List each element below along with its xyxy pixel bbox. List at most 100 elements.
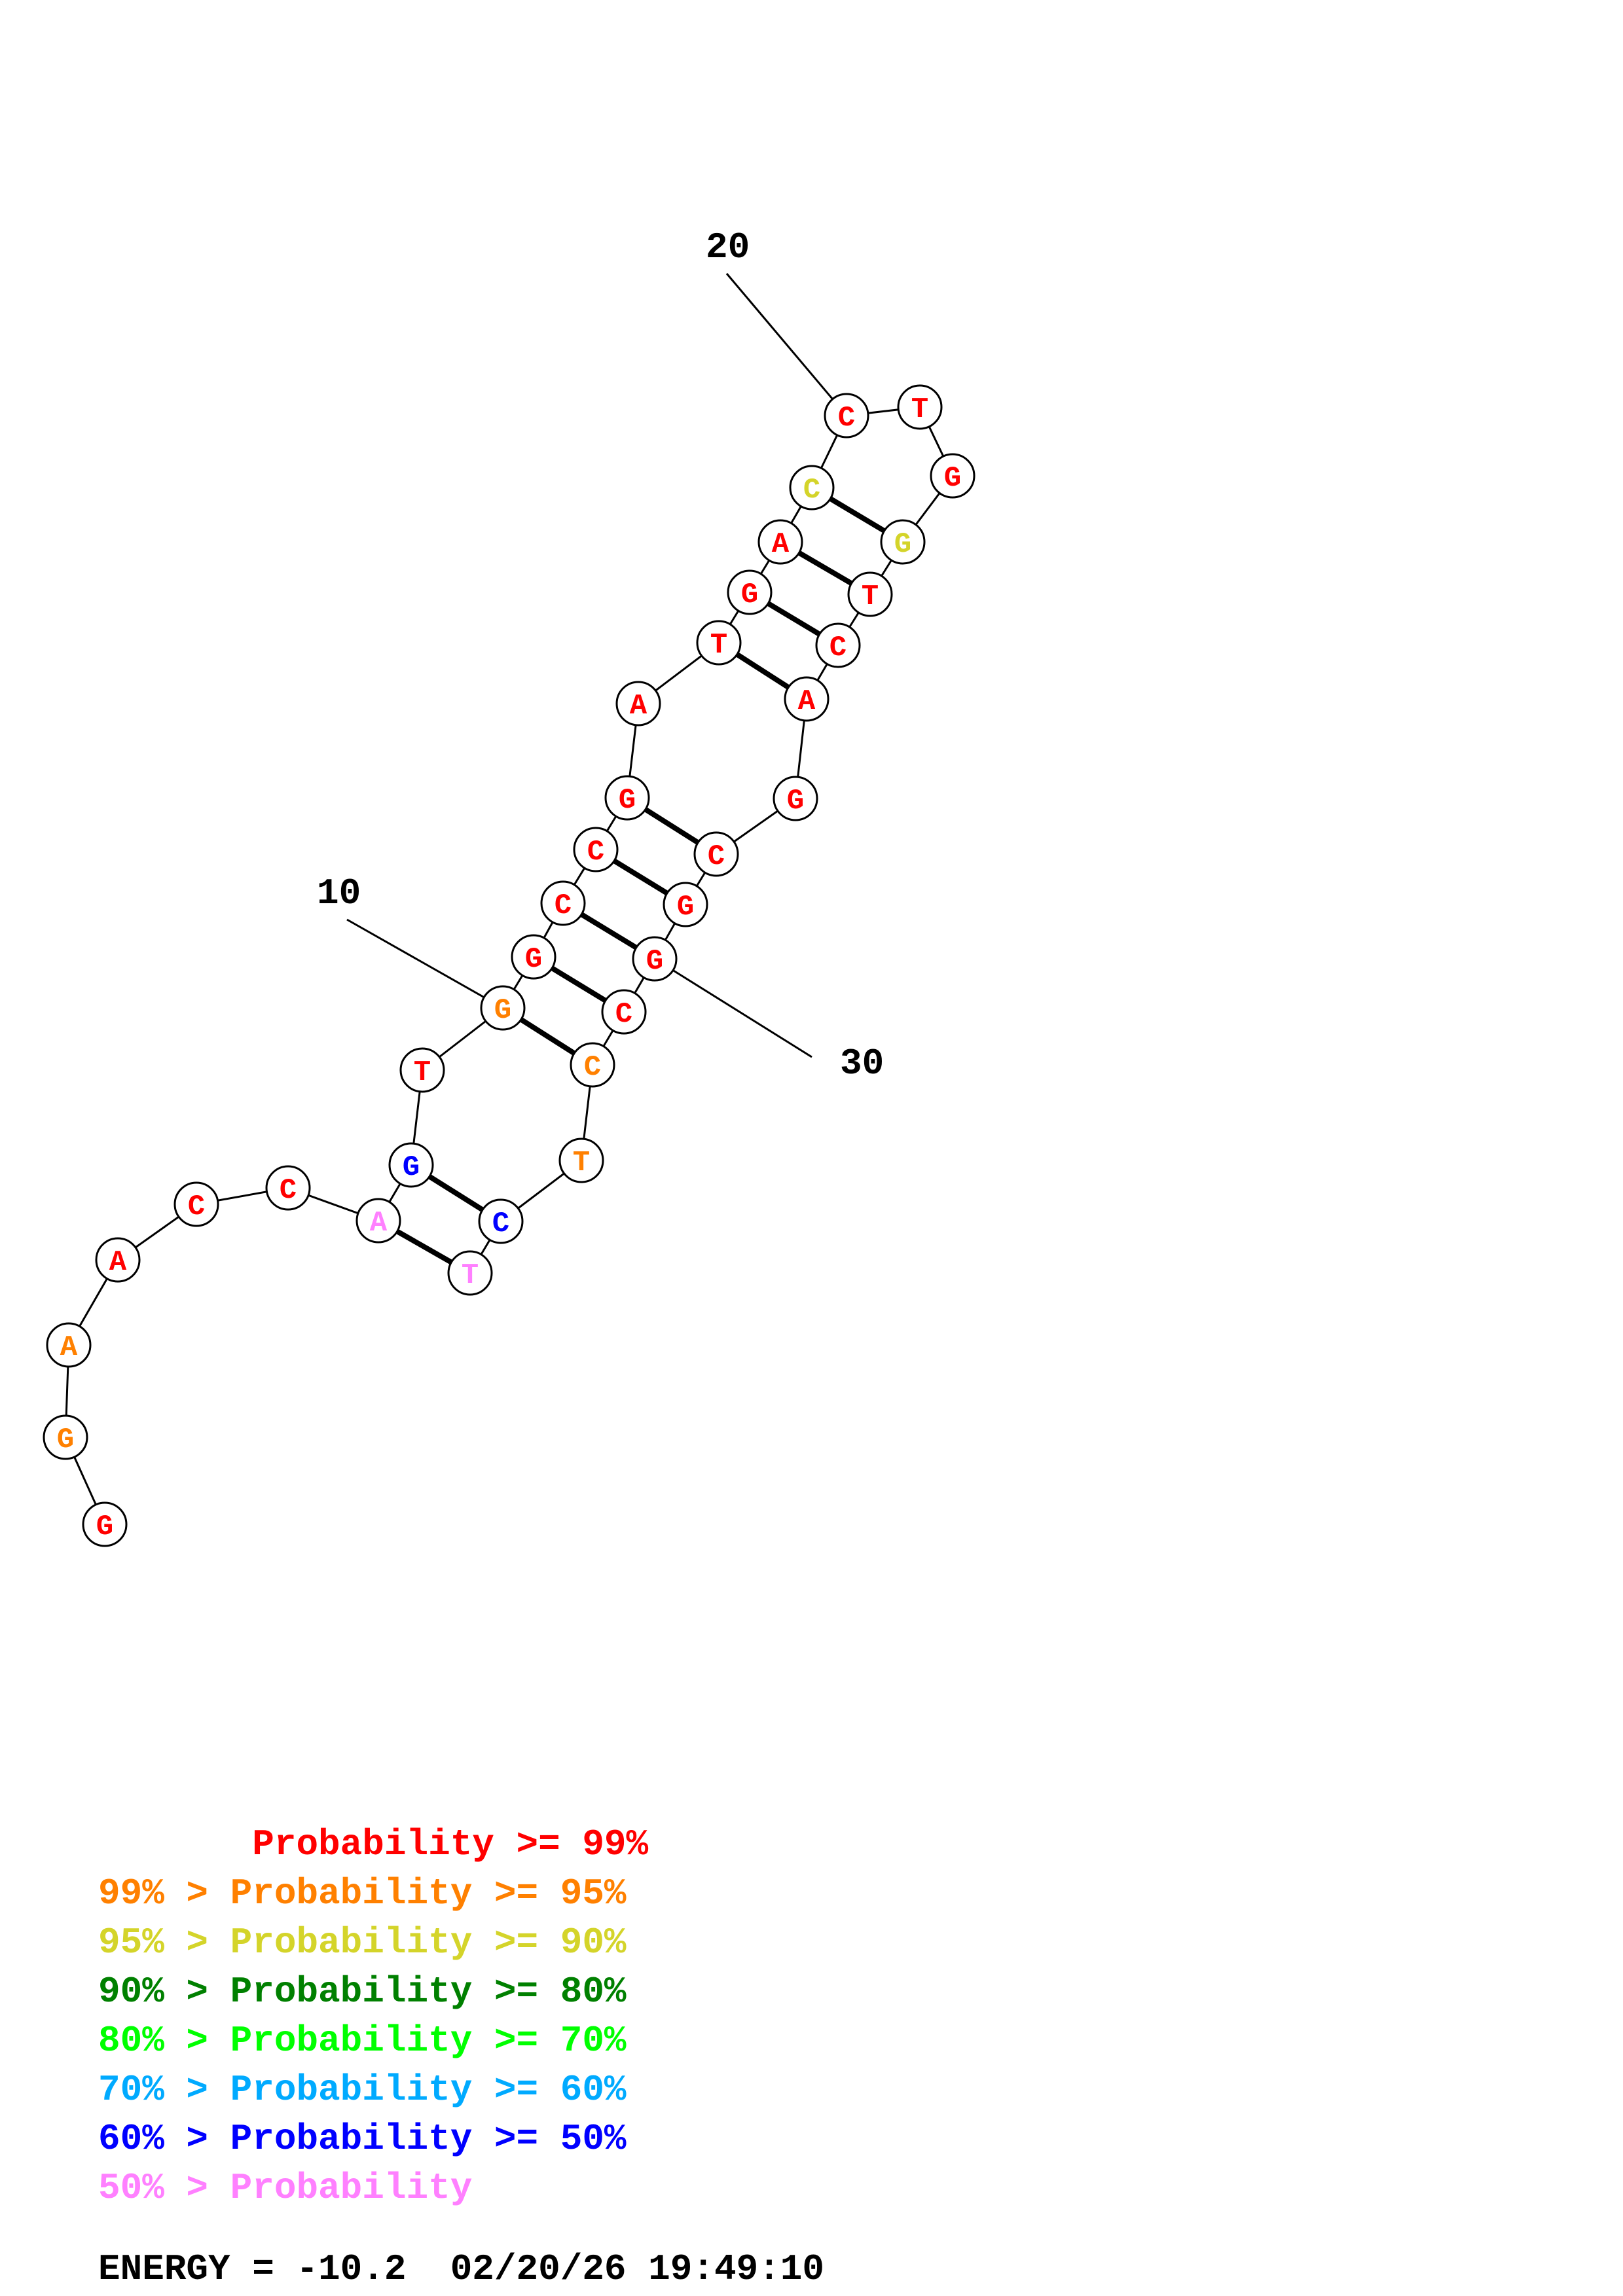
nucleotide-circle [356, 1198, 401, 1244]
position-label-line [654, 958, 812, 1058]
nucleotide-letter: A [60, 1331, 78, 1364]
nucleotide-circle [43, 1414, 88, 1460]
nucleotide-circle [789, 465, 835, 511]
nucleotide: A [95, 1237, 141, 1283]
nucleotide: A [356, 1198, 401, 1244]
nucleotide-circle [773, 776, 818, 821]
position-labels: 10 20 30 [317, 226, 884, 1085]
legend-entry: 90% > Probability >= 80% [98, 1971, 627, 2013]
nucleotide: T [447, 1250, 493, 1296]
nucleotide-letter: G [619, 784, 636, 817]
nucleotide-letter: G [494, 994, 511, 1027]
nucleotide: G [388, 1142, 434, 1188]
nucleotide-letter: G [96, 1511, 113, 1543]
nucleotide-letter: C [280, 1174, 297, 1207]
nucleotide-letter: C [584, 1051, 601, 1084]
position-label-line [346, 918, 503, 1009]
nucleotide-letter: G [677, 891, 694, 924]
nucleotide-letter: T [462, 1259, 479, 1292]
nucleotide: G [880, 519, 926, 565]
nucleotide-circle [558, 1138, 604, 1183]
nucleotide: G [511, 934, 556, 980]
nucleotide: C [265, 1165, 311, 1211]
nucleotide: G [773, 776, 818, 821]
nucleotide: G [480, 985, 526, 1031]
nucleotide: G [632, 936, 678, 982]
nucleotide-letter: G [741, 579, 758, 611]
nucleotide-circle [447, 1250, 493, 1296]
nucleotide-circle [265, 1165, 311, 1211]
probability-legend: Probability >= 99% 99% > Probability >= 9… [98, 1823, 649, 2209]
position-label: 20 [706, 226, 750, 268]
nucleotide-letter: C [555, 889, 572, 922]
nucleotide-circle [388, 1142, 434, 1188]
nucleotide: C [693, 831, 739, 877]
energy-footer: ENERGY = -10.2 02/20/26 19:49:10 [98, 2248, 824, 2290]
legend-entry: 95% > Probability >= 90% [98, 1922, 627, 1964]
nucleotide-letter: T [414, 1056, 431, 1089]
nucleotide-circle [897, 384, 943, 430]
nucleotide-letter: A [798, 685, 816, 718]
nucleotide-letter: T [710, 629, 727, 662]
nucleotide: C [601, 989, 647, 1035]
nucleotide-circle [930, 453, 976, 499]
nucleotide-circle [540, 880, 586, 926]
nucleotide-letter: T [573, 1147, 590, 1179]
nucleotide-letter: T [862, 581, 879, 613]
nucleotide: C [478, 1198, 524, 1244]
base-pair-layer [377, 485, 905, 1276]
nucleotide-circle [573, 827, 619, 872]
nucleotide: G [43, 1414, 88, 1460]
nucleotide-circle [399, 1047, 445, 1093]
legend-entry: 70% > Probability >= 60% [98, 2069, 627, 2111]
nucleotide: T [399, 1047, 445, 1093]
nucleotide-letter: A [772, 528, 790, 561]
nucleotide-letter: C [587, 836, 604, 869]
nucleotide: C [815, 622, 861, 668]
legend-entry: Probability >= 99% [98, 1823, 649, 1865]
nucleotide-letter: G [894, 528, 911, 561]
nucleotide-circle [880, 519, 926, 565]
backbone-layer [64, 406, 954, 1525]
nucleotide: A [757, 519, 803, 565]
nucleotide: A [784, 676, 830, 722]
nucleotide-circle [95, 1237, 141, 1283]
nucleotide-circle [663, 882, 708, 927]
nucleotide-circle [46, 1322, 92, 1368]
nucleotide-circle [480, 985, 526, 1031]
nucleotide-letter: C [803, 474, 820, 507]
nucleotide-letter: A [630, 690, 647, 723]
nucleotide-circle [693, 831, 739, 877]
nucleotide-letter: G [57, 1424, 74, 1456]
nucleotide-circle [815, 622, 861, 668]
position-label: 30 [840, 1043, 884, 1085]
nucleotide: A [615, 681, 661, 726]
position-label-lines [346, 273, 848, 1058]
nucleotide-circle [757, 519, 803, 565]
nucleotide-circle [173, 1181, 219, 1227]
nucleotide-circle [784, 676, 830, 722]
nucleotide-letter: G [944, 462, 961, 495]
nucleotide-letter: C [708, 840, 725, 873]
nucleotide: G [727, 569, 773, 615]
legend-entry: 99% > Probability >= 95% [98, 1873, 627, 1914]
nucleotide-circle [727, 569, 773, 615]
nucleotide: C [789, 465, 835, 511]
nucleotide-circle [511, 934, 556, 980]
nucleotide-circle [478, 1198, 524, 1244]
nucleotide-letter: C [188, 1191, 205, 1223]
position-label: 10 [317, 872, 361, 914]
nucleotide: T [847, 571, 893, 617]
legend-entry: 60% > Probability >= 50% [98, 2118, 627, 2160]
nucleotide-letter: T [911, 393, 928, 426]
nucleotide: T [558, 1138, 604, 1183]
nucleotide-circle [601, 989, 647, 1035]
nucleotide: C [570, 1042, 615, 1088]
nucleotide-letter: G [646, 945, 663, 978]
nucleotide-circle [570, 1042, 615, 1088]
legend-entry: 80% > Probability >= 70% [98, 2020, 627, 2062]
nucleotide: T [897, 384, 943, 430]
legend-entry: 50% > Probability [98, 2167, 472, 2209]
